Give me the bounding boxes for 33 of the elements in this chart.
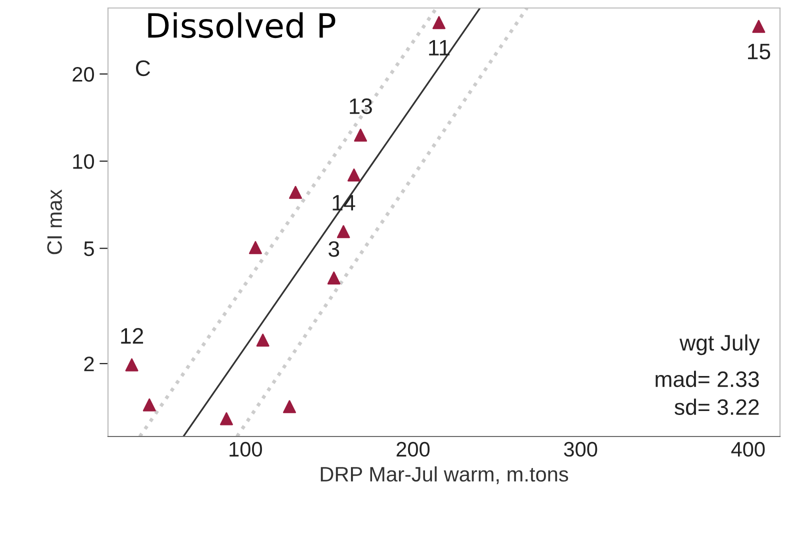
annotation: 12 [121, 328, 144, 344]
annotation: 15 [748, 44, 770, 60]
annotation: 11 [429, 40, 450, 56]
chart-title: Dissolved P [148, 12, 336, 38]
annotation: wgt July [680, 334, 760, 356]
annotation: C [136, 60, 150, 76]
y-tick-label: 2 [84, 356, 94, 372]
point [248, 241, 262, 254]
x-tick-label: 400 [731, 442, 765, 457]
annotation: 3 [328, 241, 340, 257]
point [142, 398, 156, 412]
annotation: mad= 2.33 [656, 370, 759, 388]
point [220, 412, 233, 426]
y-axis-title: CI max [47, 189, 62, 254]
point [752, 20, 766, 33]
point [354, 128, 368, 142]
x-tick-label: 100 [230, 442, 262, 457]
point [282, 400, 296, 414]
y-tick-label: 10 [73, 154, 94, 169]
point [327, 271, 340, 284]
annotation: sd= 3.22 [674, 398, 759, 415]
x-tick-label: 200 [396, 442, 430, 457]
x-tick-label: 300 [564, 442, 598, 457]
annotation: 13 [350, 98, 372, 114]
point [125, 358, 138, 372]
point [289, 186, 302, 199]
y-tick-label: 20 [72, 66, 94, 82]
point [432, 16, 446, 30]
y-tick-label: 5 [84, 242, 94, 256]
x-axis-title: DRP Mar-Jul warm, m.tons [320, 466, 568, 484]
point [256, 334, 270, 347]
point [348, 168, 361, 182]
point [336, 225, 350, 238]
